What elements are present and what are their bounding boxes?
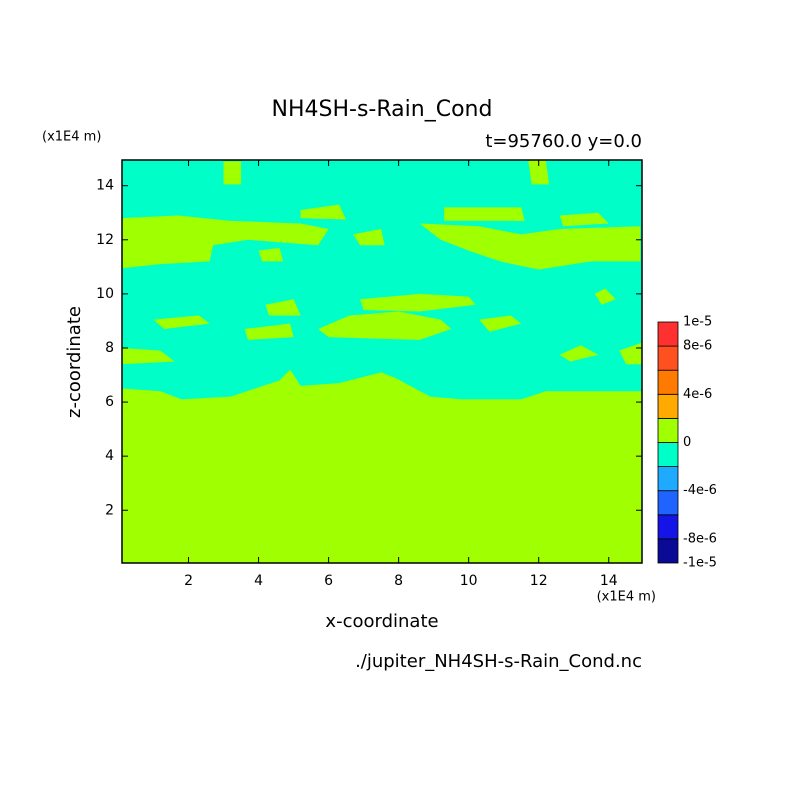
x-axis-label: x-coordinate bbox=[325, 611, 438, 632]
y-tick-label: 8 bbox=[105, 340, 114, 356]
contour-region bbox=[300, 204, 347, 220]
contour-region bbox=[244, 323, 294, 340]
y-unit: (x1E4 m) bbox=[42, 130, 101, 145]
colorbar-segment bbox=[657, 417, 679, 443]
contour-region bbox=[265, 299, 301, 316]
colorbar-segment bbox=[657, 490, 679, 516]
colorbar-label: -1e-5 bbox=[683, 556, 717, 571]
contour-region bbox=[353, 228, 385, 246]
contour-region bbox=[122, 369, 642, 563]
colorbar-segment bbox=[657, 466, 679, 492]
x-tick-label: 6 bbox=[324, 573, 333, 589]
x-tick-label: 8 bbox=[394, 573, 403, 589]
x-tick-label: 14 bbox=[600, 573, 618, 589]
colorbar-segment bbox=[657, 442, 679, 468]
colorbar-label: 0 bbox=[683, 435, 691, 450]
contour-region bbox=[122, 215, 329, 269]
y-tick-label: 2 bbox=[105, 502, 114, 518]
contour-region bbox=[153, 315, 210, 330]
plot-frame bbox=[121, 159, 643, 564]
colorbar-segment bbox=[657, 345, 679, 371]
colorbar-segment bbox=[657, 514, 679, 540]
y-tick-label: 10 bbox=[96, 286, 114, 302]
contour-region bbox=[559, 212, 609, 227]
colorbar-label: 1e-5 bbox=[683, 315, 712, 330]
x-tick-label: 2 bbox=[184, 573, 193, 589]
contour-region bbox=[479, 315, 522, 332]
chart-title: NH4SH-s-Rain_Cond bbox=[272, 97, 493, 122]
contour-region bbox=[419, 223, 641, 270]
source-file: ./jupiter_NH4SH-s-Rain_Cond.nc bbox=[355, 651, 642, 672]
y-tick-label: 12 bbox=[96, 232, 114, 248]
x-tick-label: 10 bbox=[460, 573, 478, 589]
y-tick-label: 14 bbox=[96, 178, 114, 194]
chart-subtitle: t=95760.0 y=0.0 bbox=[485, 131, 642, 152]
contour-region bbox=[559, 345, 599, 362]
contour-region bbox=[223, 161, 242, 185]
x-tick-label: 4 bbox=[254, 573, 263, 589]
colorbar-segment bbox=[657, 538, 679, 564]
y-tick-label: 6 bbox=[105, 394, 114, 410]
y-axis-label: z-coordinate bbox=[64, 306, 85, 418]
colorbar-label: 4e-6 bbox=[683, 387, 712, 402]
y-tick-label: 4 bbox=[105, 448, 114, 464]
contour-region bbox=[258, 247, 284, 262]
colorbar-segment bbox=[657, 393, 679, 419]
colorbar-label: -4e-6 bbox=[683, 483, 717, 498]
contour-region bbox=[318, 311, 452, 340]
colorbar-label: 8e-6 bbox=[683, 339, 712, 354]
colorbar-segment bbox=[657, 369, 679, 395]
x-unit: (x1E4 m) bbox=[597, 590, 656, 605]
contour-region bbox=[528, 160, 550, 185]
colorbar-segment bbox=[657, 321, 679, 347]
x-tick-label: 12 bbox=[530, 573, 548, 589]
contour-region bbox=[444, 207, 525, 221]
colorbar-label: -8e-6 bbox=[683, 531, 717, 546]
contour-region bbox=[594, 288, 616, 305]
contour-region bbox=[360, 293, 476, 312]
contour-region bbox=[122, 347, 175, 365]
